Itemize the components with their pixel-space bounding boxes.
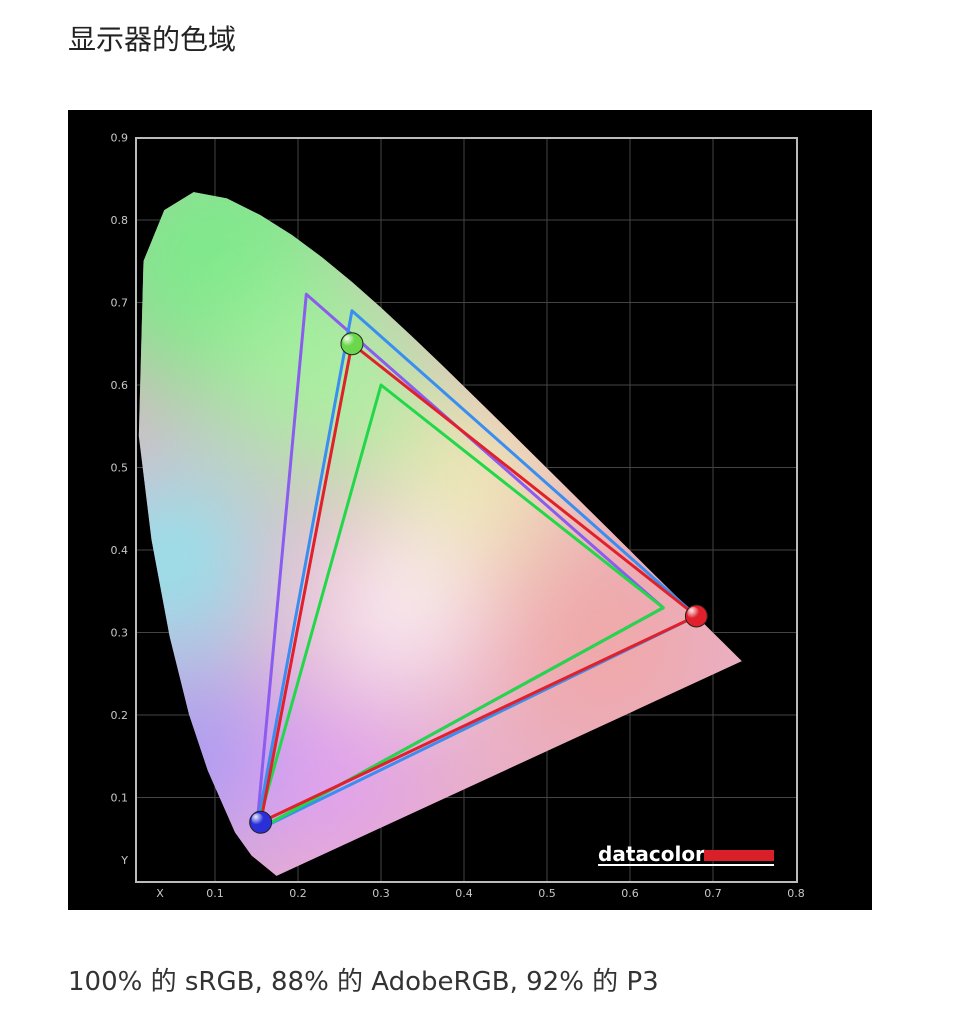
plot-frame <box>135 137 798 883</box>
x-tick-label: 0.7 <box>704 887 722 900</box>
y-tick-label: 0.6 <box>111 379 129 392</box>
x-tick-label: 0.2 <box>289 887 307 900</box>
x-axis-label: X <box>156 887 164 900</box>
datacolor-logo: datacolor <box>598 842 774 866</box>
y-tick-label: 0.8 <box>111 214 129 227</box>
gamut-triangle <box>259 342 698 824</box>
y-tick-label: 0.3 <box>111 627 129 640</box>
y-tick-label: 0.9 <box>111 132 129 145</box>
y-tick-label: 0.7 <box>111 297 129 310</box>
marker-highlight <box>342 334 355 347</box>
x-tick-label: 0.6 <box>621 887 639 900</box>
x-tick-label: 0.5 <box>538 887 556 900</box>
page-title: 显示器的色域 <box>68 23 237 56</box>
x-tick-label: 0.8 <box>787 887 805 900</box>
y-axis-label: Y <box>120 854 128 867</box>
y-tick-label: 0.5 <box>111 462 129 475</box>
gamut-triangle <box>255 309 698 832</box>
gamut-triangle <box>255 383 665 832</box>
x-tick-label: 0.3 <box>372 887 390 900</box>
marker-highlight <box>251 813 264 826</box>
chromaticity-chart: 0.1 0.2 0.3 0.4 0.5 0.6 0.7 0.8 0.1 0.2 0.3 0.4 0.5 0… <box>68 110 872 910</box>
primary-markers <box>249 332 708 834</box>
axis-ticks: 0.1 0.2 0.3 0.4 0.5 0.6 0.7 0.8 0.1 0.2 0.3 0.4 0.5 0… <box>111 132 805 901</box>
marker-highlight <box>687 607 700 619</box>
y-tick-label: 0.4 <box>111 544 129 557</box>
svg-text:datacolor: datacolor <box>598 842 705 866</box>
x-tick-label: 0.1 <box>206 887 224 900</box>
x-tick-label: 0.4 <box>455 887 473 900</box>
chromaticity-diagram: 0.1 0.2 0.3 0.4 0.5 0.6 0.7 0.8 0.1 0.2 0.3 0.4 0.5 0… <box>111 132 805 901</box>
gamut-triangles <box>255 292 698 832</box>
gamut-caption: 100% 的 sRGB, 88% 的 AdobeRGB, 92% 的 P3 <box>68 967 659 997</box>
y-tick-label: 0.2 <box>111 709 129 722</box>
spectral-locus-fill <box>138 192 742 876</box>
y-tick-label: 0.1 <box>111 792 129 805</box>
